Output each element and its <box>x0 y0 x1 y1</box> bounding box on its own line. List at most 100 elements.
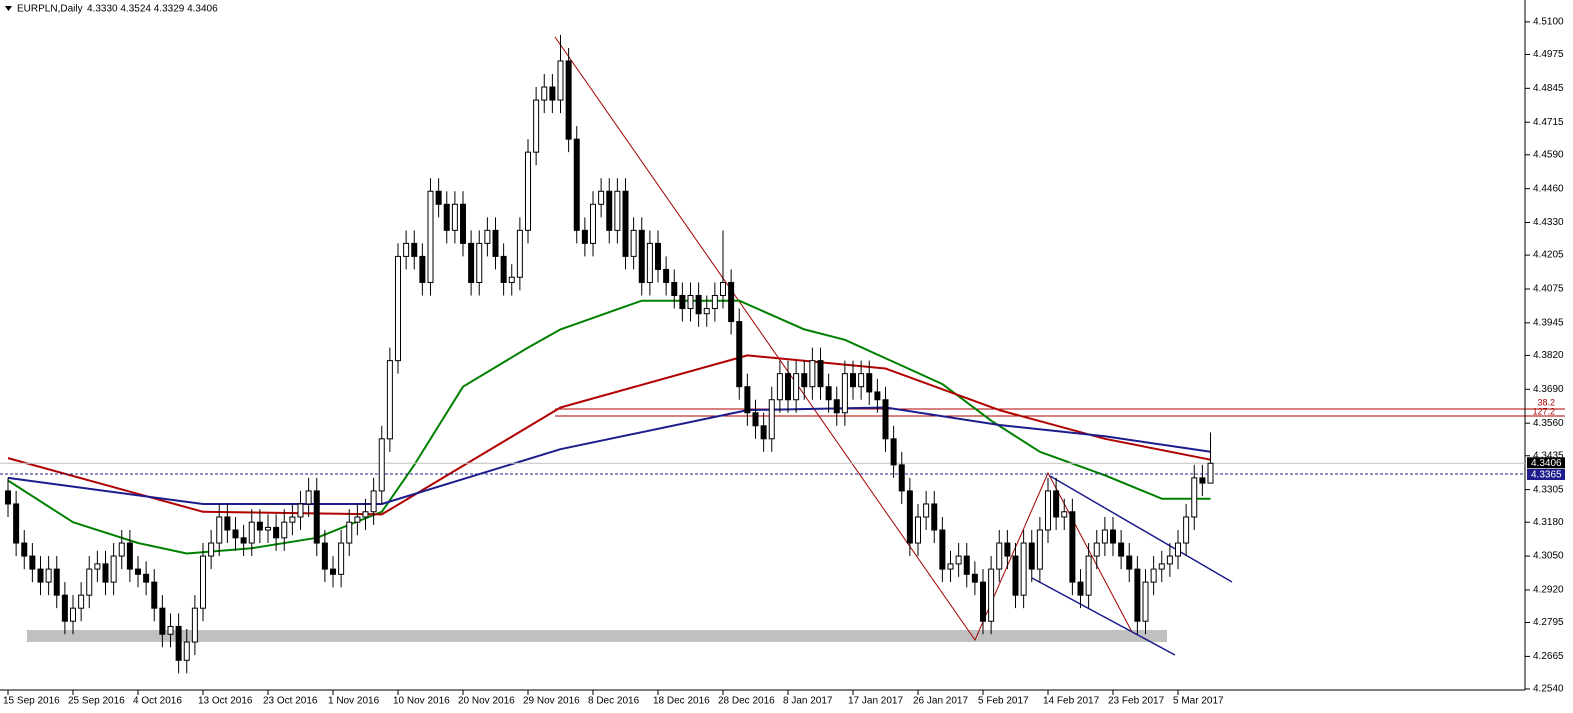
y-tick-label: 4.4075 <box>1533 284 1564 295</box>
candle-body <box>395 255 401 362</box>
y-tick-label: 4.3180 <box>1533 517 1564 528</box>
candle-body <box>785 373 791 401</box>
candle-body <box>573 138 580 231</box>
candle-body <box>996 542 1003 570</box>
candle-body <box>1093 542 1100 557</box>
candle-body <box>492 229 499 257</box>
candle-body <box>947 563 954 570</box>
candle-body <box>801 373 808 388</box>
candle-body <box>468 242 475 283</box>
candle-body <box>1069 511 1076 583</box>
candle-body <box>1020 542 1027 596</box>
candle-body <box>1118 542 1125 557</box>
candle-body <box>1191 477 1198 518</box>
candle-body <box>1053 490 1060 518</box>
y-tick-label: 4.4330 <box>1533 217 1564 228</box>
candle-body <box>720 281 726 296</box>
candle-body <box>1134 568 1141 622</box>
candle-body <box>435 190 442 205</box>
candle-body <box>817 360 824 388</box>
candle-body <box>1199 477 1206 484</box>
candle-body <box>313 490 320 544</box>
y-tick-label: 4.2665 <box>1533 651 1564 662</box>
candle-body <box>297 503 304 518</box>
candle-body <box>768 399 775 440</box>
candle-body <box>695 294 702 315</box>
candle-body <box>833 399 840 414</box>
candle-body <box>159 607 166 635</box>
candle-body <box>687 294 694 310</box>
candle-body <box>638 229 645 283</box>
candle-body <box>549 86 556 101</box>
y-tick-label: 4.2795 <box>1533 617 1564 628</box>
candle-body <box>630 229 637 257</box>
candle-body <box>915 516 921 544</box>
candle-body <box>988 568 995 622</box>
support-zone <box>27 630 1167 642</box>
candle-body <box>240 537 247 544</box>
candle-body <box>841 373 848 414</box>
candle-body <box>191 607 198 643</box>
candle-body <box>5 490 11 505</box>
candle-body <box>500 255 507 283</box>
candle-body <box>476 242 483 283</box>
candle-body <box>61 594 68 622</box>
candle-body <box>703 308 710 315</box>
candle-body <box>265 526 271 531</box>
candle-body <box>1207 462 1214 484</box>
candle-body <box>370 490 377 513</box>
candle-body <box>338 542 345 575</box>
candle-body <box>1183 516 1190 544</box>
candle-body <box>646 242 653 283</box>
x-tick-label: 23 Oct 2016 <box>263 696 318 707</box>
y-tick-label: 4.4715 <box>1533 117 1564 128</box>
candle-body <box>175 625 182 661</box>
candle-body <box>151 581 158 609</box>
candle-body <box>581 229 588 244</box>
candle-body <box>200 555 206 609</box>
candle-body <box>167 625 174 635</box>
candle-body <box>118 542 125 557</box>
candle-body <box>78 594 85 609</box>
y-tick-label: 4.4975 <box>1533 49 1564 60</box>
candle-body <box>248 521 255 544</box>
candle-body <box>403 242 410 257</box>
candle-body <box>94 563 101 570</box>
menu-arrow[interactable] <box>5 6 12 11</box>
chart-title: EURPLN,Daily <box>17 4 83 15</box>
candle-body <box>565 60 572 140</box>
candle-body <box>1175 542 1181 557</box>
x-tick-label: 20 Nov 2016 <box>458 696 515 707</box>
candle-body <box>451 203 458 231</box>
candle-body <box>1012 555 1019 596</box>
y-tick-label: 4.3435 <box>1533 450 1564 461</box>
candle-body <box>273 526 280 539</box>
candle-body <box>728 281 735 323</box>
candle-body <box>419 255 426 283</box>
candle-body <box>1166 555 1173 565</box>
candle-body <box>378 438 385 492</box>
candle-body <box>980 581 986 622</box>
candle-body <box>37 568 44 583</box>
candle-body <box>1045 490 1051 531</box>
x-tick-label: 17 Jan 2017 <box>848 696 903 707</box>
candle-body <box>1036 529 1043 570</box>
price-box <box>1527 468 1565 480</box>
price-label: 4.3406 <box>1531 458 1562 469</box>
candle-body <box>70 607 76 622</box>
y-tick-label: 4.3050 <box>1533 551 1564 562</box>
candle-body <box>1004 542 1011 557</box>
moving-average <box>7 354 1211 516</box>
candle-body <box>1110 529 1116 544</box>
candle-body <box>655 242 661 270</box>
candle-body <box>671 281 678 296</box>
channel-line <box>1049 475 1233 583</box>
x-tick-label: 8 Jan 2017 <box>783 696 833 707</box>
candle-body <box>752 412 759 427</box>
candle-body <box>53 568 60 596</box>
y-tick-label: 4.4590 <box>1533 149 1564 160</box>
candle-body <box>256 521 263 531</box>
price-label: 4.3365 <box>1531 470 1562 481</box>
candle-body <box>525 151 531 231</box>
